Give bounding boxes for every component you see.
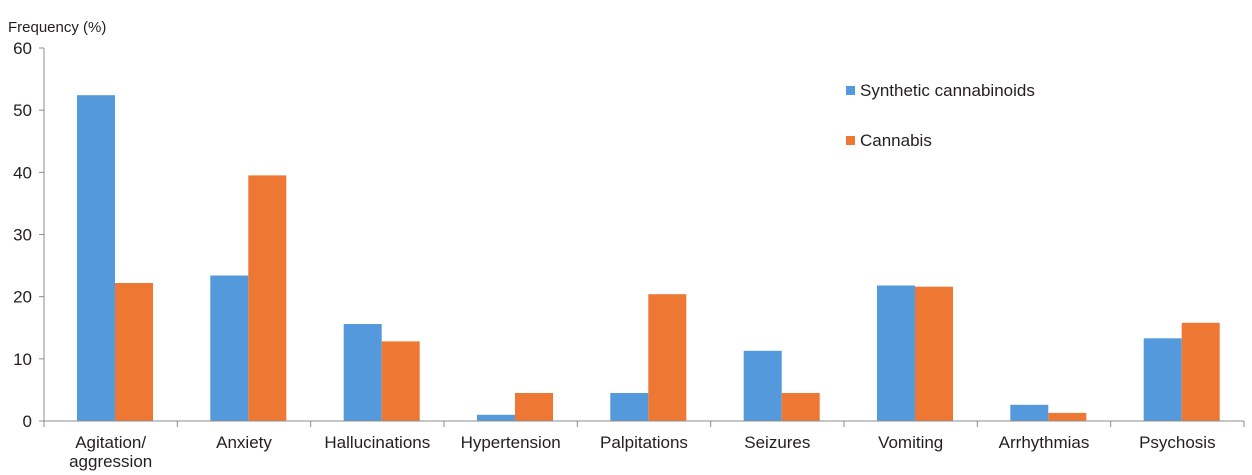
bar-synthetic-3	[477, 414, 515, 421]
x-tick-label-6: Vomiting	[878, 433, 943, 452]
bar-synthetic-4	[610, 393, 649, 421]
legend-label-0: Synthetic cannabinoids	[860, 81, 1035, 100]
y-tick-label-0: 0	[23, 412, 32, 431]
y-tick-label-30: 30	[13, 226, 32, 245]
bar-synthetic-5	[743, 350, 782, 421]
bar-synthetic-7	[1010, 404, 1049, 421]
y-tick-label-50: 50	[13, 101, 32, 120]
legend-swatch-0	[846, 86, 855, 95]
x-tick-label-8: Psychosis	[1139, 433, 1216, 452]
x-tick-label-5: Seizures	[744, 433, 810, 452]
bar-cannabis-8	[1181, 322, 1220, 421]
x-tick-label-4: Palpitations	[600, 433, 688, 452]
x-tick-label-3: Hypertension	[461, 433, 561, 452]
y-axis-title: Frequency (%)	[8, 19, 106, 36]
bar-synthetic-0	[77, 95, 115, 421]
bar-cannabis-2	[381, 341, 420, 421]
y-tick-label-20: 20	[13, 288, 32, 307]
bar-synthetic-8	[1143, 338, 1182, 421]
y-tick-label-40: 40	[13, 163, 32, 182]
bar-cannabis-6	[915, 286, 953, 421]
x-tick-label-1: Anxiety	[216, 433, 272, 452]
bar-cannabis-7	[1048, 412, 1087, 421]
legend-label-1: Cannabis	[860, 131, 932, 150]
legend-swatch-1	[846, 136, 855, 145]
bars-group	[77, 95, 1220, 421]
x-tick-label-2: Hallucinations	[324, 433, 430, 452]
legend: Synthetic cannabinoids Cannabis	[846, 81, 1035, 150]
x-tick-label-0: Agitation/aggression	[69, 433, 152, 471]
x-tick-label-7: Arrhythmias	[999, 433, 1090, 452]
bar-cannabis-0	[115, 283, 153, 421]
y-tick-label-60: 60	[13, 39, 32, 58]
bar-cannabis-3	[515, 393, 553, 421]
bar-synthetic-1	[210, 275, 249, 421]
bar-synthetic-6	[877, 285, 915, 421]
axes-group: 0 10 20 30 40 50 60 Agitation/aggression Anxiety…	[13, 39, 1245, 471]
bar-cannabis-4	[648, 294, 687, 421]
bar-synthetic-2	[343, 324, 382, 421]
bar-cannabis-5	[781, 393, 820, 421]
bar-cannabis-1	[248, 175, 287, 421]
y-tick-label-10: 10	[13, 350, 32, 369]
